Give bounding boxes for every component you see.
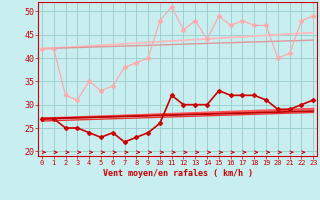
- X-axis label: Vent moyen/en rafales ( km/h ): Vent moyen/en rafales ( km/h ): [103, 169, 252, 178]
